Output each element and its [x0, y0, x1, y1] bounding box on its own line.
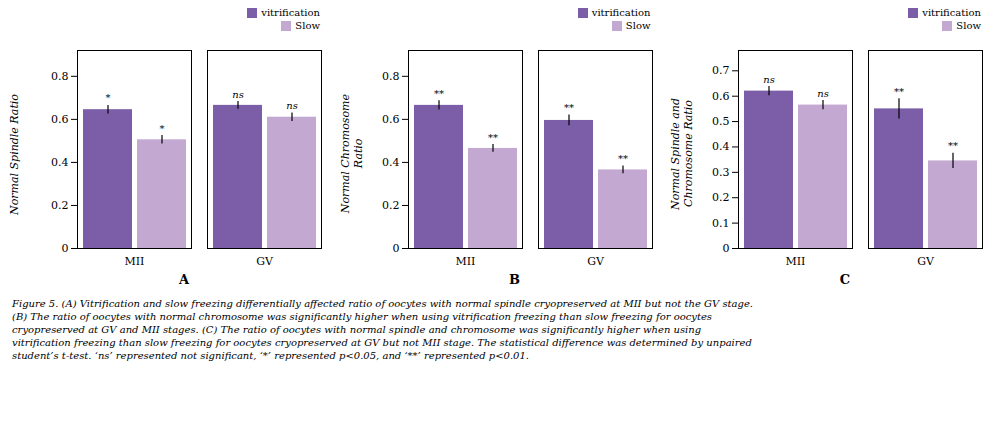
html-text:Slow: Slow: [625, 20, 651, 31]
svg-text:GV: GV: [587, 255, 605, 268]
svg-text:0.8: 0.8: [382, 70, 400, 83]
svg-text:0.2: 0.2: [712, 191, 730, 204]
svg-text:ns: ns: [817, 88, 829, 99]
svg-text:**: **: [618, 153, 628, 164]
html-text:(B) The ratio of oocytes with: (B) The ratio of oocytes with normal chr…: [12, 311, 712, 322]
html-text:A: A: [179, 272, 189, 287]
svg-text:0.3: 0.3: [712, 166, 730, 179]
svg-text:ns: ns: [763, 74, 775, 85]
svg-text:0.6: 0.6: [382, 113, 400, 126]
svg-text:0.6: 0.6: [51, 113, 69, 126]
svg-text:ns: ns: [286, 100, 298, 111]
svg-text:**: **: [948, 140, 958, 151]
svg-text:0: 0: [62, 242, 69, 255]
html-text:B: B: [509, 272, 520, 287]
svg-text:0.7: 0.7: [712, 64, 730, 77]
svg-text:*: *: [106, 92, 111, 103]
html-text:Slow: Slow: [295, 20, 320, 31]
html-text:Normal Spindle and Chromosome: Normal Spindle and Chromosome Ratio: [669, 98, 695, 210]
html-text:Slow: Slow: [956, 20, 981, 31]
html-text:vitrification: vitrification: [922, 7, 981, 18]
svg-text:GV: GV: [256, 255, 274, 268]
html-text:Normal Chromosome Ratio: Normal Chromosome Ratio: [338, 94, 365, 214]
html-text:C: C: [839, 272, 851, 287]
html-text:vitrification freezing than sl: vitrification freezing than slow freezin…: [12, 337, 752, 348]
svg-text:0.6: 0.6: [712, 90, 730, 103]
svg-text:MII: MII: [125, 255, 145, 268]
svg-text:0.4: 0.4: [712, 140, 730, 153]
svg-text:MII: MII: [455, 255, 475, 268]
svg-text:*: *: [160, 123, 165, 134]
html-text:Figure 5. (A) Vitrification an: Figure 5. (A) Vitrification and slow fre…: [12, 298, 753, 309]
svg-text:0.1: 0.1: [712, 217, 730, 230]
svg-text:0.5: 0.5: [712, 115, 730, 128]
svg-text:GV: GV: [917, 255, 935, 268]
html-text:student’s t-test. ‘ns’ represe: student’s t-test. ‘ns’ represented not s…: [12, 350, 529, 361]
svg-text:**: **: [894, 86, 904, 97]
svg-text:0.8: 0.8: [51, 70, 69, 83]
svg-text:0: 0: [392, 242, 399, 255]
svg-text:0: 0: [723, 242, 730, 255]
svg-text:ns: ns: [232, 89, 244, 100]
html-text:vitrification: vitrification: [261, 7, 320, 18]
html-text:Normal Spindle Ratio: Normal Spindle Ratio: [8, 93, 21, 215]
svg-text:0.2: 0.2: [382, 199, 400, 212]
svg-text:MII: MII: [786, 255, 806, 268]
svg-text:0.4: 0.4: [51, 156, 69, 169]
svg-text:0.2: 0.2: [51, 199, 69, 212]
svg-text:**: **: [434, 88, 444, 99]
html-text:vitrification: vitrification: [591, 7, 651, 18]
svg-text:**: **: [564, 102, 574, 113]
html-text:cryopreserved at GV and MII st: cryopreserved at GV and MII stages. (C) …: [12, 324, 702, 335]
svg-text:0.4: 0.4: [382, 156, 400, 169]
svg-text:**: **: [488, 132, 498, 143]
